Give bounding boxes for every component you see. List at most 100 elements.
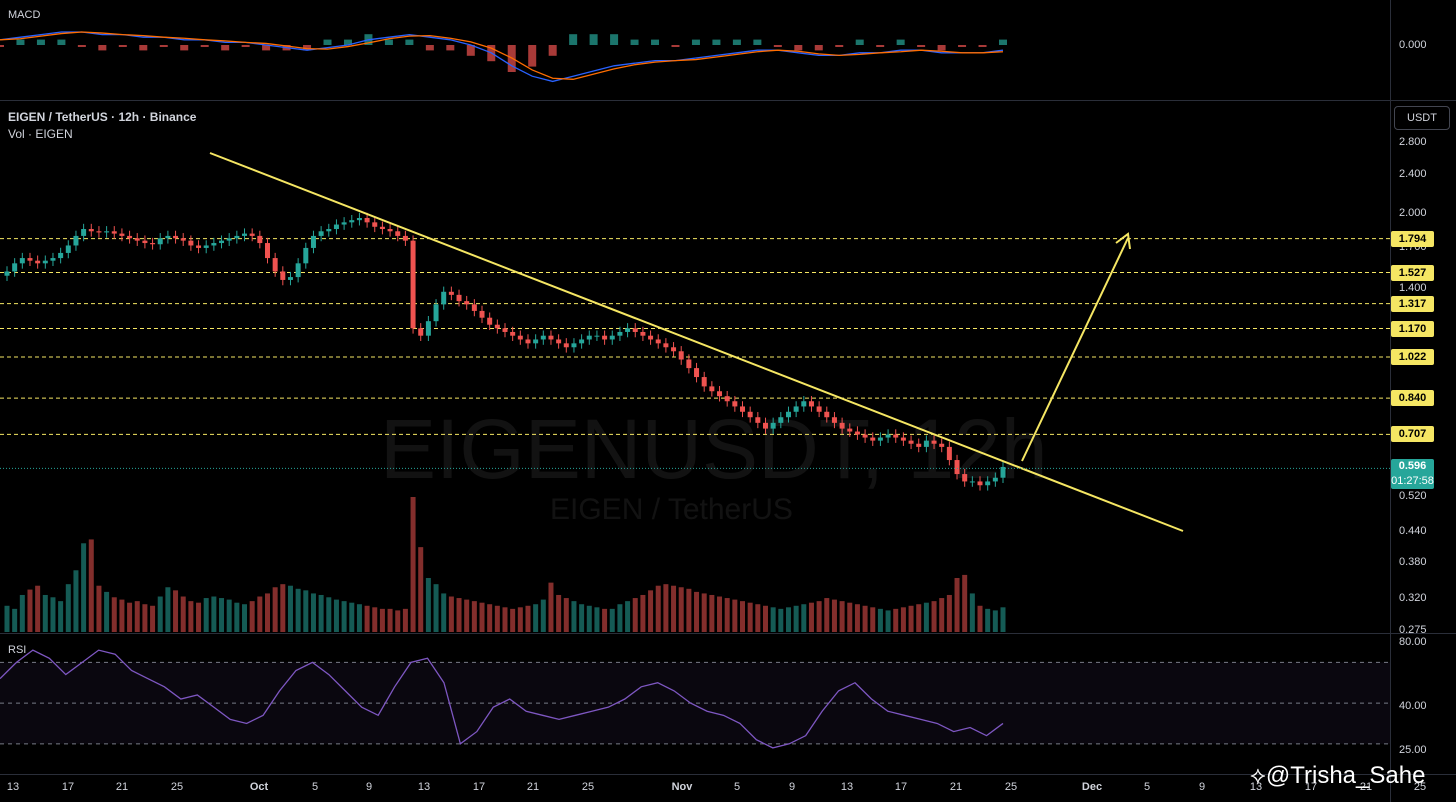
volume-bar — [19, 594, 25, 632]
projection-arrow-head — [1115, 232, 1131, 250]
volume-bar — [877, 608, 883, 632]
candle-body — [847, 428, 853, 432]
volume-bar — [65, 584, 71, 632]
volume-bar — [663, 584, 669, 632]
price-plot — [0, 152, 1390, 632]
candle-body — [916, 443, 922, 447]
volume-bar — [962, 574, 968, 632]
candle-body — [249, 233, 255, 236]
candle-body — [35, 260, 41, 264]
rsi-tick-80: 80.00 — [1399, 636, 1427, 648]
volume-bar — [27, 589, 33, 632]
candle-body — [877, 437, 883, 441]
macd-histogram-bar — [36, 39, 45, 45]
candle-body — [808, 401, 814, 407]
candle-body — [602, 335, 608, 340]
volume-bar — [862, 605, 868, 632]
macd-histogram-bar — [466, 45, 475, 56]
volume-bar — [111, 597, 117, 632]
candle-body — [678, 351, 684, 360]
candle-body — [977, 481, 983, 486]
volume-bar — [441, 593, 447, 632]
macd-histogram-bar — [323, 39, 332, 45]
candle-body — [127, 235, 133, 239]
candle-body — [778, 417, 784, 423]
volume-bar — [502, 607, 508, 632]
volume-bar — [609, 608, 615, 632]
volume-bar — [602, 608, 608, 632]
volume-bar — [272, 587, 278, 632]
volume-bar — [969, 593, 975, 632]
volume-bar — [333, 599, 339, 632]
volume-bar — [180, 596, 186, 632]
candle-body — [939, 443, 945, 447]
volume-bar — [617, 604, 623, 632]
bar-countdown: 01:27:58 — [1391, 475, 1434, 487]
time-tick: 21 — [526, 781, 540, 793]
macd-pane: MACD — [0, 0, 1390, 100]
candle-body — [885, 434, 891, 438]
candle-body — [862, 434, 868, 438]
time-tick: 13 — [1249, 781, 1263, 793]
macd-histogram-bar — [303, 45, 312, 51]
currency-unit-button[interactable]: USDT — [1394, 106, 1450, 130]
volume-bar — [762, 605, 768, 632]
macd-zero-tick: 0.000 — [1399, 39, 1427, 51]
volume-bar — [372, 607, 378, 632]
candle-body — [563, 343, 569, 348]
volume-bar — [402, 608, 408, 632]
candle-body — [173, 235, 179, 239]
candle-body — [640, 331, 646, 336]
symbol-title[interactable]: EIGEN / TetherUS · 12h · Binance — [8, 110, 197, 124]
candle-body — [985, 481, 991, 486]
volume-bar — [196, 602, 202, 632]
macd-histogram-bar — [712, 39, 721, 45]
volume-bar — [226, 599, 232, 632]
candle-body — [625, 328, 631, 332]
volume-bar — [854, 604, 860, 632]
time-tick: 21 — [949, 781, 963, 793]
candle-body — [395, 231, 401, 236]
candle-body — [433, 304, 439, 322]
candle-body — [326, 229, 332, 232]
price-tick: 1.400 — [1399, 281, 1427, 294]
volume-bar — [548, 582, 554, 632]
volume-bar — [4, 605, 10, 632]
candle-body — [579, 339, 585, 344]
rsi-plot — [0, 649, 1390, 749]
candle-body — [180, 238, 186, 241]
volume-bar — [349, 602, 355, 632]
pane-separator-top[interactable] — [0, 100, 1456, 101]
price-axis[interactable] — [1390, 0, 1456, 802]
candle-body — [441, 291, 447, 305]
candle-body — [157, 238, 163, 245]
volume-bar — [287, 585, 293, 632]
price-pane[interactable]: EIGENUSDT, 12h EIGEN / TetherUS EIGEN / … — [0, 101, 1390, 633]
candle-body — [142, 240, 148, 244]
volume-bar — [732, 599, 738, 632]
candle-body — [717, 391, 723, 397]
volume-bar — [671, 585, 677, 632]
pane-separator-bottom[interactable] — [0, 633, 1456, 634]
volume-bar — [678, 587, 684, 632]
macd-plot — [0, 31, 1007, 83]
volume-bar — [778, 608, 784, 632]
volume-bar — [686, 588, 692, 632]
candle-body — [88, 229, 94, 232]
volume-bar — [556, 594, 562, 632]
candle-body — [686, 359, 692, 369]
volume-bar — [494, 605, 500, 632]
volume-legend[interactable]: Vol · EIGEN — [8, 127, 73, 141]
volume-bar — [88, 539, 94, 632]
macd-histogram-bar — [548, 45, 557, 56]
price-tick: 2.400 — [1399, 168, 1427, 181]
macd-histogram-bar — [691, 39, 700, 45]
volume-bar — [42, 594, 48, 632]
candle-body — [464, 301, 470, 305]
author-watermark: ⟡@Trisha_Sahe — [1250, 762, 1425, 790]
macd-line — [0, 31, 1004, 83]
volume-bar — [50, 597, 56, 632]
candle-body — [1000, 466, 1006, 478]
volume-bar — [203, 598, 209, 632]
volume-bar — [939, 598, 945, 632]
